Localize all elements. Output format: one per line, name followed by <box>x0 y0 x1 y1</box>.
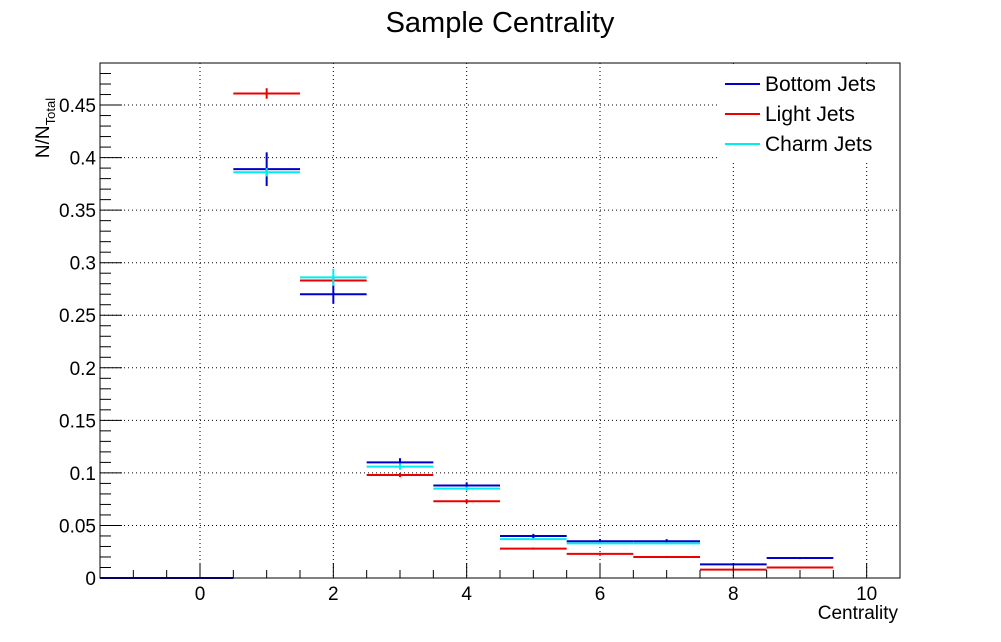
data-point <box>233 168 300 177</box>
legend-label: Charm Jets <box>765 133 872 156</box>
data-point <box>766 556 834 560</box>
y-axis-label: N/NTotal <box>33 98 58 158</box>
y-tick-label: 0 <box>85 569 96 590</box>
y-tick-label: 0.3 <box>70 254 96 275</box>
data-point <box>500 538 567 541</box>
data-series <box>100 88 834 579</box>
legend-label: Light Jets <box>765 103 855 126</box>
data-point <box>566 542 634 545</box>
x-tick-label: 10 <box>856 584 877 605</box>
x-tick-label: 4 <box>461 584 472 605</box>
y-tick-label: 0.05 <box>59 516 96 537</box>
data-point <box>366 463 434 470</box>
data-point <box>433 499 500 504</box>
data-point <box>433 486 500 491</box>
y-axis-label-main: N/N <box>33 125 54 158</box>
plot-frame <box>99 62 901 579</box>
data-point <box>566 552 634 555</box>
series-charm-jets <box>233 168 700 545</box>
axes: 0 2 4 6 8 10 0 0.05 0.1 0.15 0.2 0.25 0.3 0.35 0.4 0.45 <box>59 62 901 605</box>
series-bottom-jets <box>100 152 834 579</box>
y-tick-label: 0.1 <box>70 464 96 485</box>
data-point <box>766 566 834 569</box>
grid-lines <box>100 63 900 578</box>
data-point <box>300 269 367 286</box>
data-point <box>366 472 434 478</box>
x-tick-label: 2 <box>328 584 339 605</box>
data-point <box>500 533 567 539</box>
svg-text:N/NTotal: N/NTotal <box>33 98 58 158</box>
x-tick-label: 8 <box>728 584 739 605</box>
legend: Bottom Jets Light Jets Charm Jets <box>718 66 898 162</box>
y-tick-label: 0.2 <box>70 359 96 380</box>
y-tick-label: 0.35 <box>59 201 96 222</box>
legend-label: Bottom Jets <box>765 73 876 96</box>
chart-title: Sample Centrality <box>386 7 615 39</box>
data-point <box>300 284 367 304</box>
x-tick-label: 0 <box>195 584 206 605</box>
data-point <box>633 542 700 545</box>
data-point <box>233 88 300 99</box>
y-tick-label: 0.45 <box>59 96 96 117</box>
x-axis-label: Centrality <box>818 603 899 624</box>
data-point <box>633 555 700 559</box>
x-tick-label: 6 <box>595 584 606 605</box>
data-point <box>500 547 567 550</box>
y-tick-label: 0.15 <box>59 411 96 432</box>
y-tick-label: 0.4 <box>70 149 97 170</box>
y-axis-label-subscript: Total <box>43 98 58 126</box>
y-tick-label: 0.25 <box>59 306 96 327</box>
